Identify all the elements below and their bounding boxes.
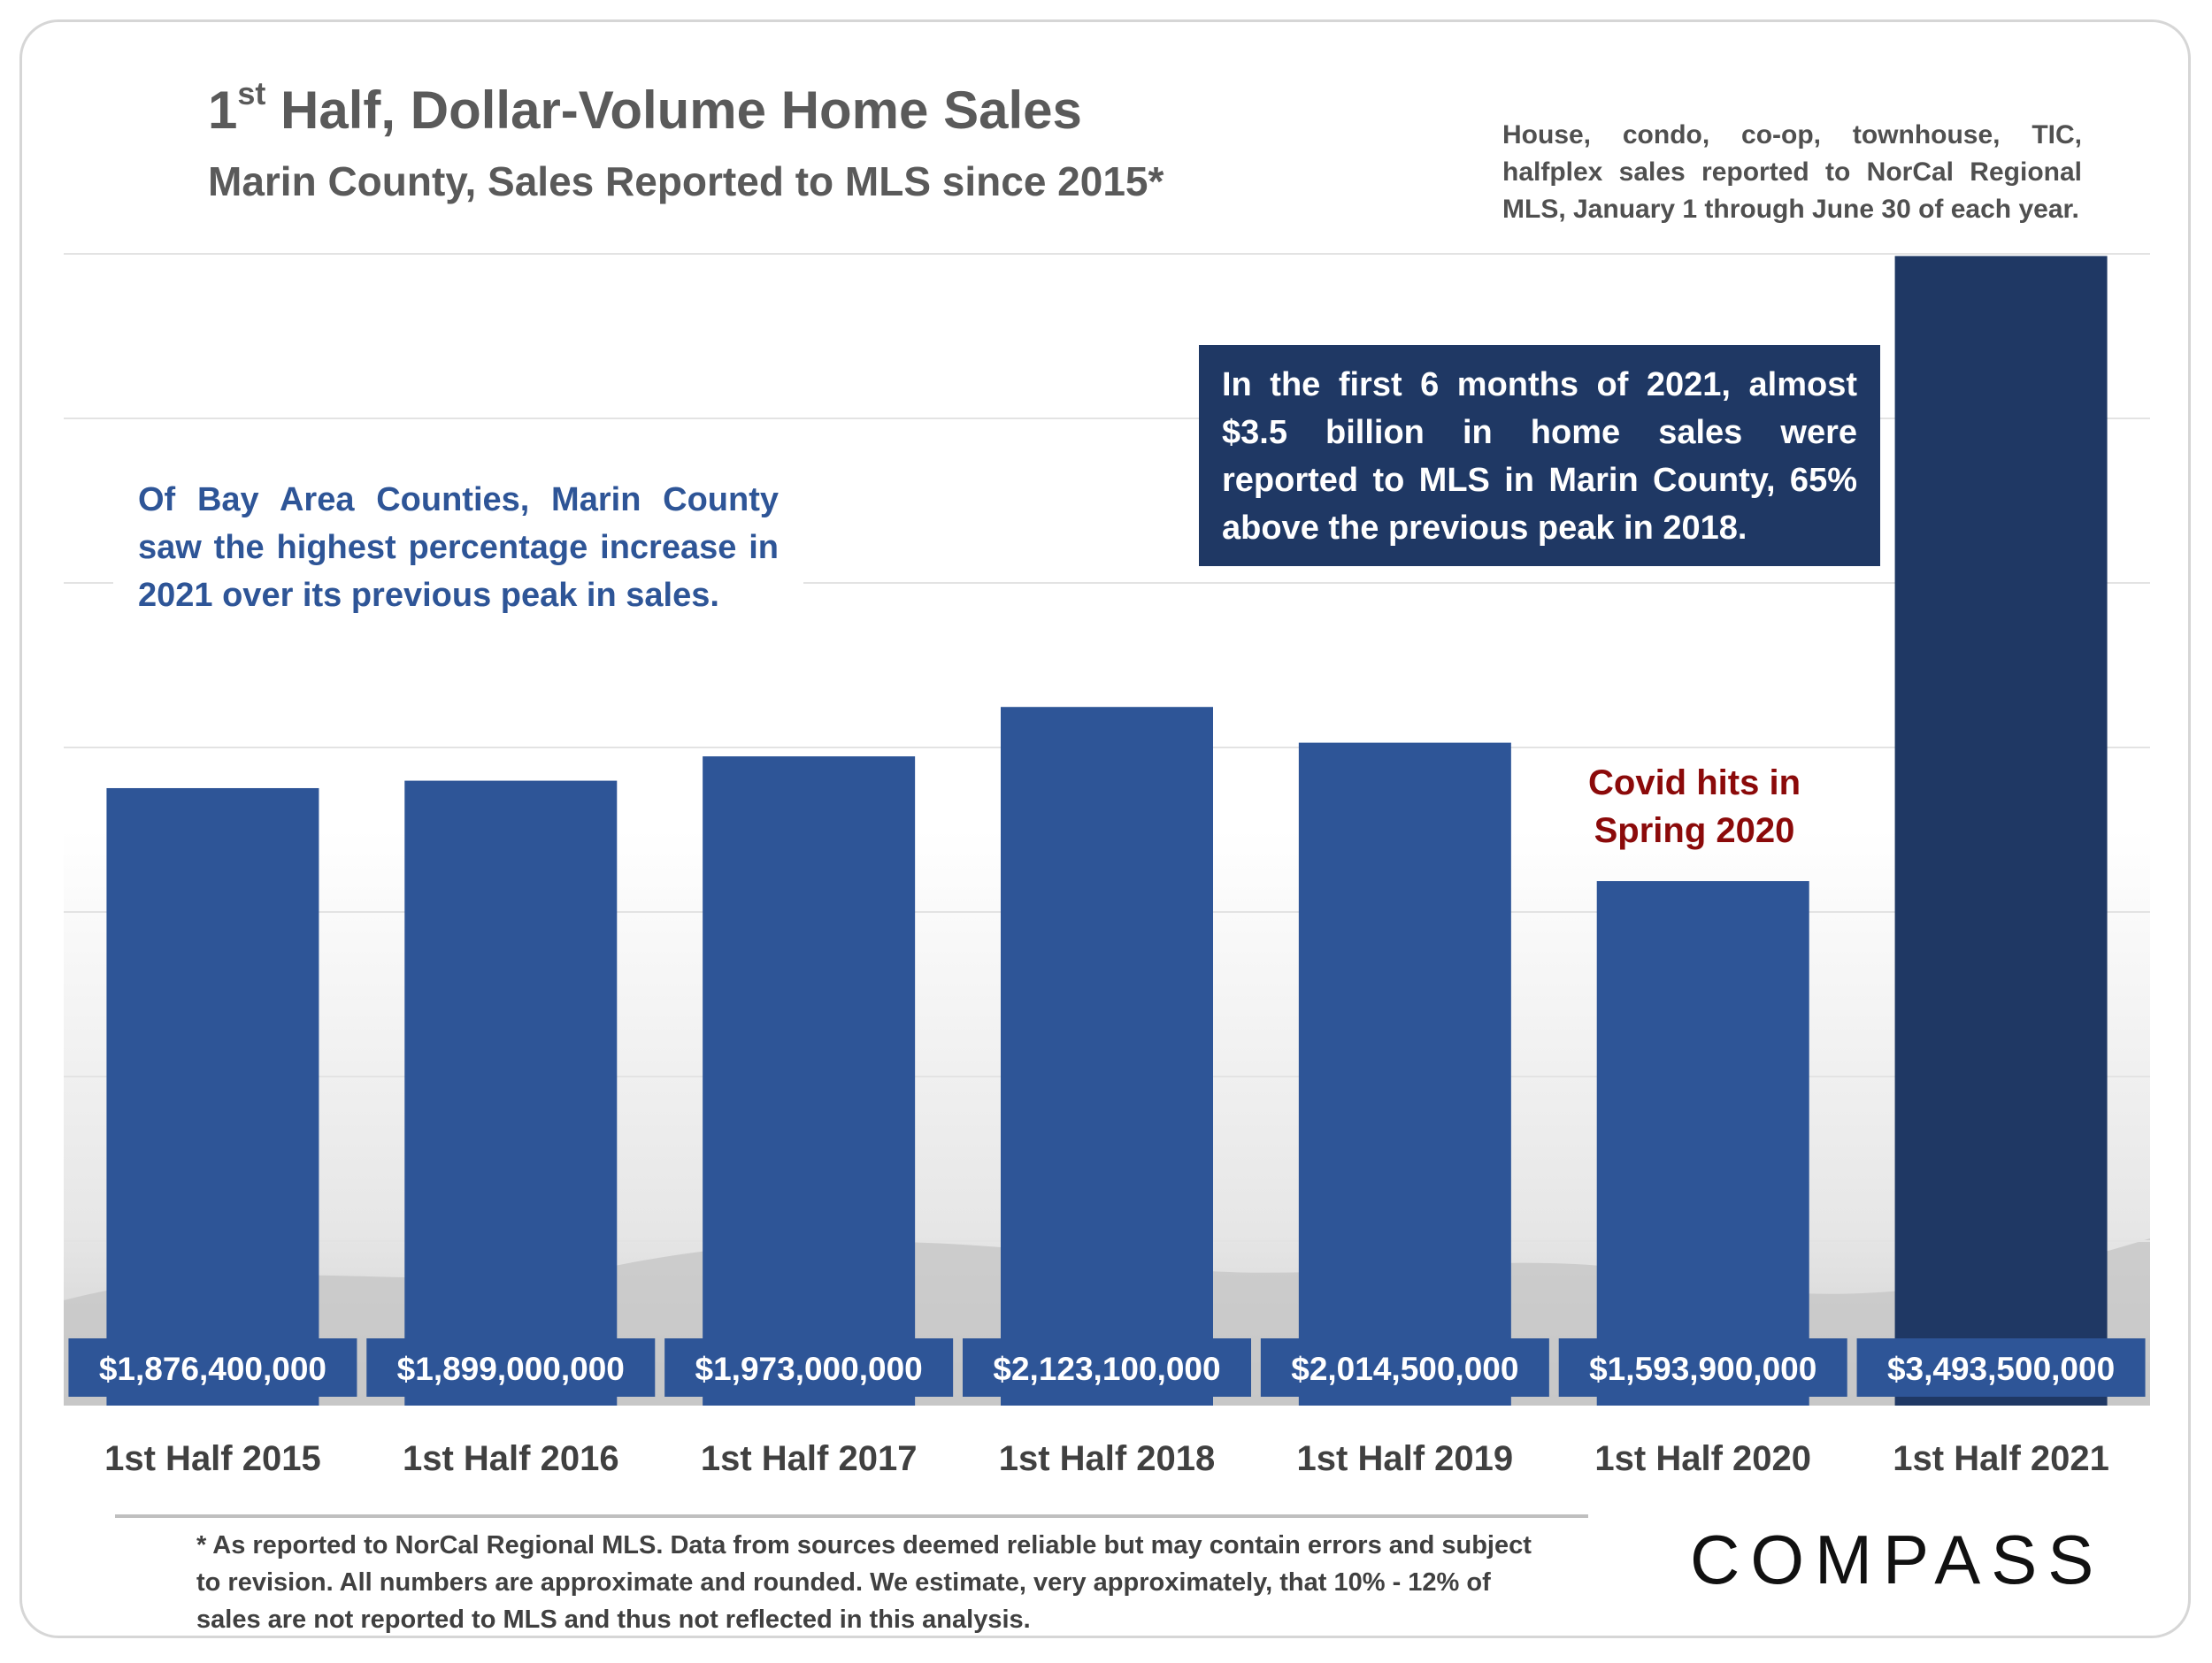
value-label-box [963,1338,1251,1397]
data-label: $2,123,100,000 [993,1351,1220,1387]
callout-marin-increase: Of Bay Area Counties, Marin County saw t… [113,460,803,632]
data-label: $1,899,000,000 [397,1351,625,1387]
category-tick-label: 1st Half 2016 [403,1439,619,1478]
chart-title: 1st Half, Dollar-Volume Home Sales [208,75,1082,140]
footnote-divider [115,1514,1588,1518]
footnote: * As reported to NorCal Regional MLS. Da… [196,1531,1532,1634]
data-scope-note: House, condo, co-op, townhouse, TIC, hal… [1502,120,2082,224]
category-tick-label: 1st Half 2015 [104,1439,321,1478]
category-tick-label: 1st Half 2018 [999,1439,1216,1478]
callout-2021-volume: In the first 6 months of 2021, almost $3… [1199,345,1880,566]
category-tick-label: 1st Half 2021 [1893,1439,2109,1478]
compass-logo: COMPASS [1690,1521,2105,1598]
bar [1894,256,2108,1406]
value-label-box [1260,1338,1549,1397]
bar [1298,742,1511,1406]
value-label-box [1856,1338,2146,1397]
data-label: $1,973,000,000 [695,1351,923,1387]
category-tick-label: 1st Half 2019 [1297,1439,1514,1478]
data-label: $1,876,400,000 [99,1351,326,1387]
covid-annotation: Covid hits in Spring 2020 [1588,763,1801,850]
bar [106,787,319,1406]
category-tick-label: 1st Half 2017 [701,1439,918,1478]
category-tick-label: 1st Half 2020 [1594,1439,1811,1478]
value-label-box [664,1338,954,1397]
value-label-box [68,1338,357,1397]
data-label: $3,493,500,000 [1887,1351,2115,1387]
value-label-box [1558,1338,1847,1397]
bar [703,756,916,1406]
chart-subtitle: Marin County, Sales Reported to MLS sinc… [208,158,1164,204]
bar [1596,881,1809,1406]
data-label: $1,593,900,000 [1589,1351,1816,1387]
value-label-box [366,1338,656,1397]
bar [1001,707,1213,1406]
bar [404,780,618,1406]
data-label: $2,014,500,000 [1291,1351,1518,1387]
